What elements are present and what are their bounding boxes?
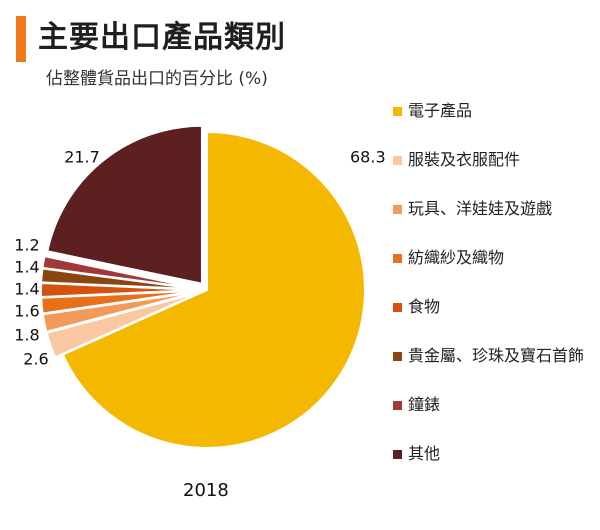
- legend-swatch: [393, 303, 402, 312]
- pie-slice-1: [45, 291, 200, 359]
- title-accent-bar: [16, 16, 26, 62]
- year-label: 2018: [183, 480, 229, 501]
- legend-item-0: 電子產品: [393, 100, 598, 149]
- legend-item-4: 食物: [393, 296, 598, 345]
- slice-label-5: 1.4: [14, 258, 39, 277]
- slice-label-6: 1.2: [14, 236, 39, 255]
- legend-swatch: [393, 450, 402, 459]
- legend-label: 電子產品: [408, 101, 473, 120]
- legend-swatch: [393, 156, 402, 165]
- slice-label-2: 1.8: [14, 326, 39, 345]
- slice-label-7: 21.7: [64, 148, 100, 167]
- legend-item-3: 紡織紗及織物: [393, 247, 598, 296]
- pie-slice-7: [46, 124, 203, 286]
- slice-label-3: 1.6: [14, 302, 39, 321]
- slice-label-4: 1.4: [14, 280, 39, 299]
- legend-label: 紡織紗及織物: [408, 248, 505, 267]
- slice-label-1: 2.6: [23, 350, 48, 369]
- legend-item-2: 玩具、洋娃娃及遊戲: [393, 198, 598, 247]
- chart-subtitle: 佔整體貨品出口的百分比 (%): [46, 69, 268, 89]
- legend-label: 鐘錶: [408, 395, 441, 414]
- legend-swatch: [393, 107, 402, 116]
- legend-label: 玩具、洋娃娃及遊戲: [408, 199, 553, 218]
- legend-label: 貴金屬、珍珠及寶石首飾: [408, 346, 585, 365]
- legend-swatch: [393, 205, 402, 214]
- legend-label: 服裝及衣服配件: [408, 150, 521, 169]
- pie-slice-0: [61, 130, 366, 449]
- legend-swatch: [393, 254, 402, 263]
- chart-title: 主要出口產品類別: [38, 20, 286, 55]
- legend-item-1: 服裝及衣服配件: [393, 149, 598, 198]
- legend-label: 食物: [408, 297, 441, 316]
- legend-item-6: 鐘錶: [393, 394, 598, 443]
- pie-slice-6: [41, 254, 200, 290]
- slice-label-0: 68.3: [350, 148, 386, 167]
- legend-item-7: 其他: [393, 443, 598, 492]
- legend-label: 其他: [408, 444, 441, 463]
- legend-item-5: 貴金屬、珍珠及寶石首飾: [393, 345, 598, 394]
- legend: 電子產品服裝及衣服配件玩具、洋娃娃及遊戲 紡織紗及織物 食物貴金屬、珍珠及寶石首飾鐘…: [393, 100, 598, 492]
- legend-swatch: [393, 401, 402, 410]
- legend-swatch: [393, 352, 402, 361]
